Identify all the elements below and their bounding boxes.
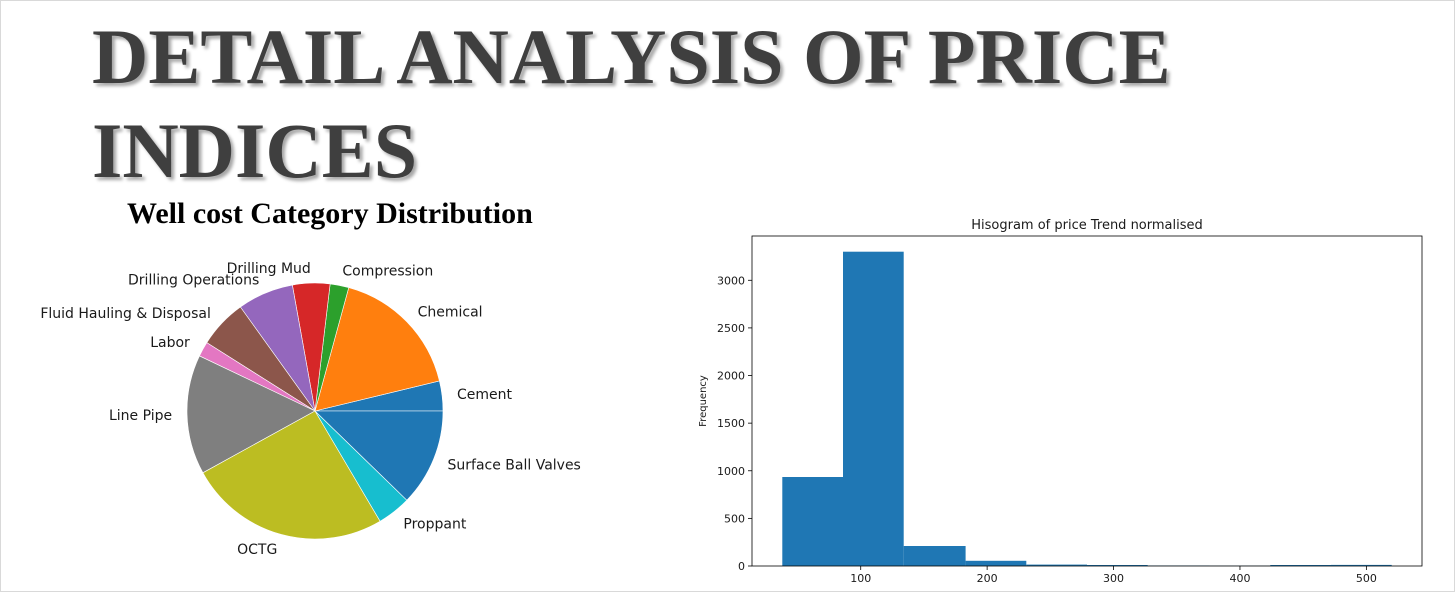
y-tick-label-500: 500 bbox=[724, 512, 745, 525]
x-tick-label-300: 300 bbox=[1103, 572, 1124, 585]
histogram-bar-2 bbox=[903, 546, 966, 566]
y-tick-label-1500: 1500 bbox=[717, 417, 745, 430]
y-tick-label-3000: 3000 bbox=[717, 274, 745, 287]
y-tick-label-0: 0 bbox=[738, 560, 745, 573]
y-tick-label-1000: 1000 bbox=[717, 465, 745, 478]
histogram-bar-0 bbox=[782, 477, 843, 566]
pie-label-line-pipe: Line Pipe bbox=[109, 408, 172, 424]
histogram-bar-9 bbox=[1331, 564, 1392, 566]
histogram-bar-8 bbox=[1270, 565, 1331, 566]
pie-label-octg: OCTG bbox=[237, 542, 277, 558]
x-tick-label-200: 200 bbox=[977, 572, 998, 585]
pie-label-drilling-mud: Drilling Mud bbox=[227, 261, 311, 277]
pie-label-proppant: Proppant bbox=[403, 516, 466, 532]
x-tick-label-100: 100 bbox=[850, 572, 871, 585]
pie-slice-surface-ball-valves bbox=[314, 410, 444, 501]
x-tick-label-500: 500 bbox=[1356, 572, 1377, 585]
page-title: DETAIL ANALYSIS OF PRICE INDICES bbox=[92, 13, 1171, 194]
histogram-bar-4 bbox=[1026, 564, 1087, 566]
histogram-bar-5 bbox=[1087, 565, 1148, 566]
pie-label-compression: Compression bbox=[342, 264, 433, 280]
pie-slice-line-pipe bbox=[186, 355, 316, 474]
y-tick-label-2500: 2500 bbox=[717, 322, 745, 335]
pie-chart-title: Well cost Category Distribution bbox=[127, 197, 533, 230]
histogram-axes-frame bbox=[751, 235, 1423, 567]
pie-slice-octg bbox=[202, 410, 381, 540]
pie-label-fluid-hauling-and-disposal: Fluid Hauling & Disposal bbox=[40, 306, 211, 322]
histogram-title: Hisogram of price Trend normalised bbox=[971, 218, 1203, 233]
y-axis-label: Frequency bbox=[698, 375, 709, 427]
pie-label-labor: Labor bbox=[150, 335, 190, 351]
pie-label-cement: Cement bbox=[457, 387, 513, 403]
pie-label-surface-ball-valves: Surface Ball Valves bbox=[448, 458, 581, 474]
histogram-bar-3 bbox=[965, 560, 1027, 566]
x-tick-label-400: 400 bbox=[1229, 572, 1250, 585]
pie-label-drilling-operations: Drilling Operations bbox=[128, 272, 259, 288]
y-tick-label-2000: 2000 bbox=[717, 370, 745, 383]
pie-slice-chemical bbox=[314, 287, 440, 412]
pie-label-chemical: Chemical bbox=[418, 304, 483, 320]
histogram-bar-1 bbox=[843, 251, 904, 566]
pie-chart: Cement Chemical Compression Drilling MudDri… bbox=[40, 261, 581, 558]
